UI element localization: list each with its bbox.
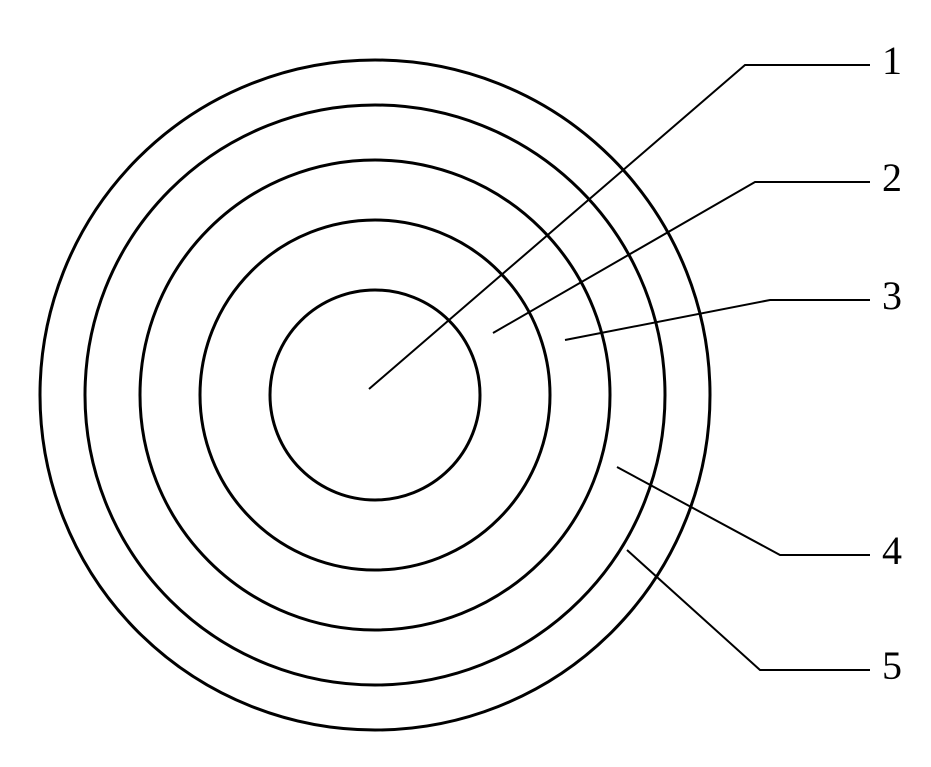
ring bbox=[140, 160, 610, 630]
ring-label: 5 bbox=[882, 643, 902, 688]
ring-label: 1 bbox=[882, 38, 902, 83]
ring-label: 3 bbox=[882, 273, 902, 318]
ring bbox=[200, 220, 550, 570]
concentric-ring-diagram: 1 2 3 4 5 bbox=[0, 0, 931, 767]
leader-line bbox=[565, 300, 870, 340]
ring bbox=[85, 105, 665, 685]
ring-label: 2 bbox=[882, 155, 902, 200]
ring-label: 4 bbox=[882, 528, 902, 573]
leader-line bbox=[617, 467, 870, 555]
